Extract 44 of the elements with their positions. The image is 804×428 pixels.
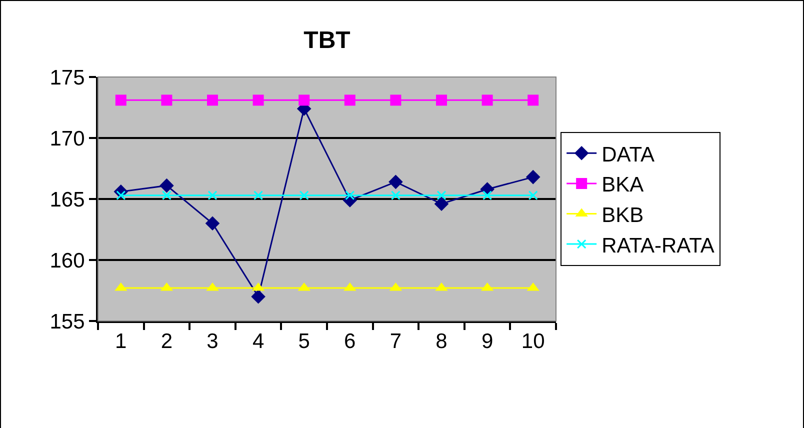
legend-label: DATA — [602, 143, 654, 166]
point — [208, 190, 218, 200]
point — [388, 174, 403, 190]
x-tick-label: 2 — [160, 330, 173, 354]
point — [252, 94, 264, 106]
x-tick-label: 1 — [115, 330, 127, 354]
x-tick-label: 5 — [298, 330, 310, 354]
point — [482, 190, 492, 200]
y-tick-label: 165 — [50, 188, 85, 212]
point — [251, 289, 266, 304]
x-tick-label: 9 — [481, 330, 494, 354]
point — [528, 190, 538, 200]
point — [160, 178, 174, 193]
point — [390, 190, 400, 200]
point — [482, 94, 493, 106]
point — [205, 216, 220, 231]
y-tick-label: 155 — [50, 310, 85, 334]
x-tick-label: 6 — [344, 330, 356, 354]
point — [162, 190, 172, 200]
point — [161, 94, 172, 106]
x-tick-label: 8 — [436, 330, 448, 354]
point — [254, 190, 264, 200]
point — [434, 196, 449, 212]
point — [298, 94, 310, 106]
point — [436, 94, 447, 106]
x-tick-label: 4 — [252, 330, 264, 354]
point — [526, 170, 540, 184]
x-tick-label: 3 — [206, 330, 218, 354]
legend-label: RATA-RATA — [602, 234, 714, 258]
point — [436, 190, 446, 200]
point — [115, 94, 126, 106]
point — [299, 190, 309, 200]
legend-label: BKA — [602, 174, 644, 197]
point — [207, 94, 218, 106]
x-tick-label: 7 — [390, 330, 402, 354]
x-tick-label: 10 — [521, 330, 545, 354]
point — [344, 94, 356, 106]
y-tick-label: 160 — [50, 249, 85, 272]
y-tick-label: 170 — [50, 127, 85, 150]
legend-label: BKB — [602, 204, 644, 227]
point — [390, 94, 402, 106]
chart-title: TBT — [304, 26, 351, 54]
point — [528, 94, 539, 106]
y-tick-label: 175 — [50, 66, 85, 90]
